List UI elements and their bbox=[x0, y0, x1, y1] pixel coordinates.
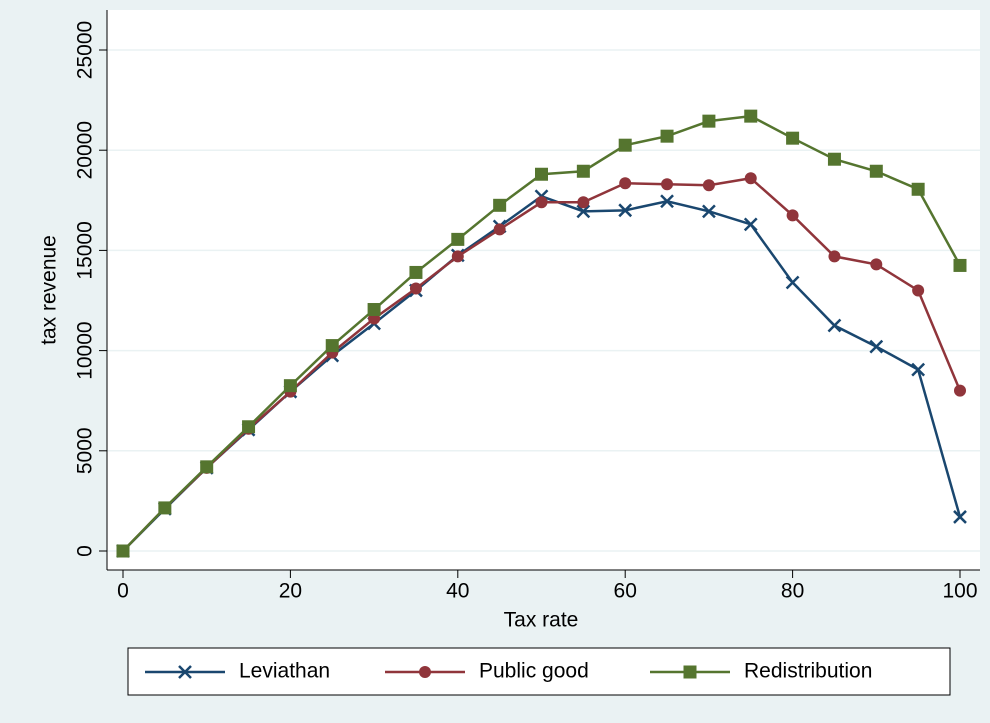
data-point bbox=[702, 114, 716, 128]
data-point bbox=[535, 196, 548, 209]
x-tick-label: 40 bbox=[446, 580, 469, 603]
legend-marker bbox=[419, 666, 431, 678]
y-tick-label: 5000 bbox=[74, 427, 97, 474]
y-tick-label: 10000 bbox=[74, 321, 97, 379]
data-point bbox=[953, 258, 967, 272]
data-point bbox=[786, 131, 800, 145]
data-point bbox=[325, 339, 339, 353]
x-tick-label: 0 bbox=[117, 580, 129, 603]
legend-label: Public good bbox=[479, 660, 589, 683]
y-axis-title: tax revenue bbox=[38, 235, 61, 345]
data-point bbox=[283, 379, 297, 393]
data-point bbox=[827, 318, 842, 333]
data-point bbox=[535, 167, 548, 181]
data-point bbox=[869, 339, 884, 354]
legend-marker bbox=[178, 665, 192, 679]
legend-marker bbox=[683, 665, 697, 679]
y-tick-label: 15000 bbox=[74, 221, 97, 279]
data-point bbox=[702, 179, 715, 192]
data-point bbox=[702, 204, 716, 219]
data-point bbox=[660, 129, 674, 143]
data-point bbox=[409, 265, 423, 279]
legend-label: Redistribution bbox=[744, 660, 872, 683]
data-point bbox=[493, 223, 506, 236]
x-tick-label: 20 bbox=[279, 580, 302, 603]
x-axis-title: Tax rate bbox=[504, 609, 579, 632]
data-point bbox=[785, 275, 800, 290]
y-tick-label: 20000 bbox=[74, 121, 97, 179]
data-point bbox=[577, 196, 590, 209]
x-tick-label: 80 bbox=[781, 580, 804, 603]
data-point bbox=[660, 194, 674, 209]
data-point bbox=[661, 178, 674, 191]
data-point bbox=[954, 384, 966, 397]
legend-box bbox=[127, 647, 951, 696]
data-point bbox=[116, 544, 130, 558]
x-tick-label: 60 bbox=[614, 580, 637, 603]
legend-label: Leviathan bbox=[239, 660, 330, 683]
y-tick-label: 25000 bbox=[74, 21, 97, 79]
data-point bbox=[912, 284, 925, 297]
data-point bbox=[576, 164, 590, 178]
data-point bbox=[743, 217, 758, 232]
data-point bbox=[827, 152, 841, 166]
data-point bbox=[953, 510, 967, 524]
data-point bbox=[451, 250, 464, 263]
data-point bbox=[158, 501, 172, 515]
data-point bbox=[786, 209, 799, 222]
plot-area bbox=[107, 10, 980, 570]
data-point bbox=[576, 204, 591, 219]
data-point bbox=[618, 138, 632, 152]
y-tick-label: 0 bbox=[74, 545, 97, 557]
data-point bbox=[911, 362, 926, 377]
data-point bbox=[869, 164, 883, 178]
data-point bbox=[451, 232, 465, 246]
data-point bbox=[242, 420, 256, 434]
data-point bbox=[618, 203, 633, 218]
data-point bbox=[200, 460, 214, 474]
data-point bbox=[367, 303, 381, 317]
data-point bbox=[619, 177, 632, 190]
x-tick-label: 100 bbox=[942, 580, 977, 603]
data-point bbox=[911, 182, 925, 196]
data-point bbox=[744, 172, 757, 185]
data-point bbox=[870, 258, 883, 271]
data-point bbox=[828, 250, 841, 263]
data-point bbox=[493, 198, 507, 212]
data-point bbox=[409, 282, 422, 295]
data-point bbox=[744, 109, 758, 123]
